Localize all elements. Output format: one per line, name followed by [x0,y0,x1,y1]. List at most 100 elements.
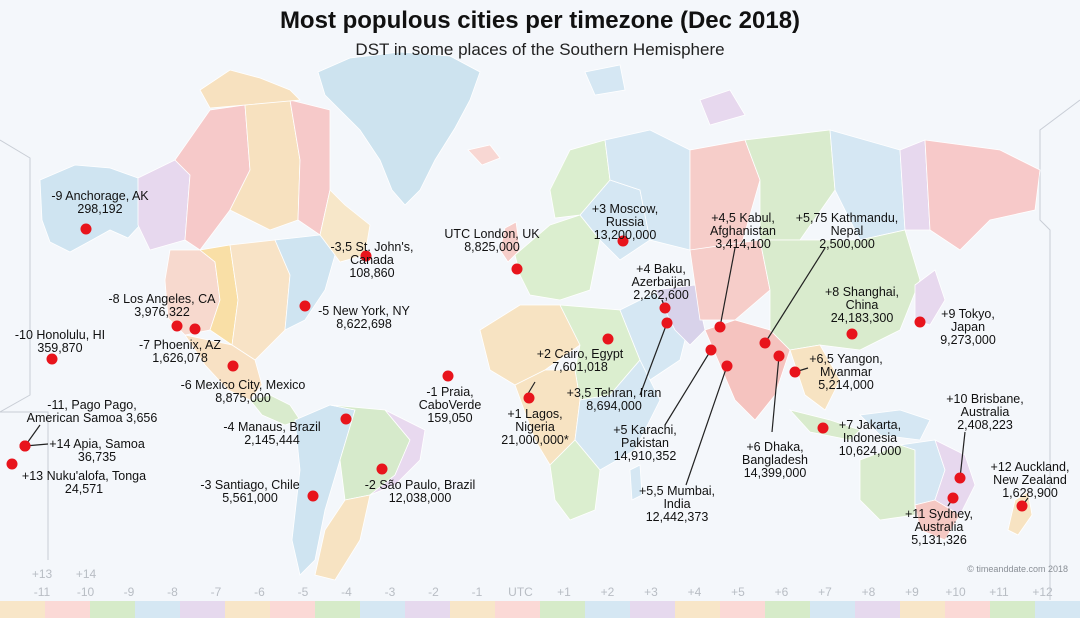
city-marker-manaus[interactable] [340,413,352,425]
city-marker-karachi[interactable] [705,344,717,356]
south-america-east [369,409,426,496]
city-line: China [846,298,879,312]
russia-ural [689,139,761,251]
city-line: 2,408,223 [957,418,1013,432]
china [759,229,921,351]
tz-stripe [360,601,406,618]
city-marker-nukualofa[interactable] [6,458,18,470]
city-line: American Samoa 3,656 [27,411,158,425]
city-name: -3,5 St. John's, [331,240,414,254]
city-marker-brisbane[interactable] [954,472,966,484]
city-marker-new-york[interactable] [299,300,311,312]
south-america-south [314,494,371,581]
city-line: Australia [915,520,964,534]
city-line: 8,825,000 [464,240,520,254]
city-name: +6,5 Yangon, [809,352,883,366]
city-line: 1,628,900 [1002,486,1058,500]
city-line: 36,735 [78,450,116,464]
city-marker-mexico-city[interactable] [227,360,239,372]
city-line: 14,910,352 [614,449,677,463]
city-marker-sydney[interactable] [947,492,959,504]
city-marker-yangon[interactable] [789,366,801,378]
mexico [184,334,263,401]
city-line: 7,601,018 [552,360,608,374]
city-name: -7 Phoenix, AZ [139,338,221,352]
city-line: 108,860 [349,266,394,280]
tz-label-extra: +14 [76,567,97,581]
tz-label: -3 [385,585,396,599]
tz-label: -1 [472,585,483,599]
city-line: 8,622,698 [336,317,392,331]
city-name: -2 São Paulo, Brazil [365,478,475,492]
city-name: +14 Apia, Samoa [49,437,145,451]
tz-label: +10 [945,585,966,599]
city-name: +5 Karachi, [613,423,677,437]
city-marker-phoenix[interactable] [189,323,201,335]
city-label-london: UTC London, UK8,825,000 [444,227,540,254]
city-marker-santiago[interactable] [307,490,319,502]
city-marker-honolulu[interactable] [46,353,58,365]
tz-stripe [90,601,136,618]
city-name: +1 Lagos, [507,407,562,421]
tz-stripe [945,601,991,618]
tz-stripe [315,601,361,618]
city-name: +6 Dhaka, [746,440,803,454]
city-marker-london[interactable] [511,263,523,275]
tz-stripe [45,601,91,618]
city-marker-shanghai[interactable] [846,328,858,340]
iceland [467,144,501,166]
city-marker-los-angeles[interactable] [171,320,183,332]
city-marker-baku[interactable] [659,302,671,314]
city-marker-kabul[interactable] [714,321,726,333]
city-marker-praia[interactable] [442,370,454,382]
city-marker-auckland[interactable] [1016,500,1028,512]
city-marker-dhaka[interactable] [773,350,785,362]
japan [914,269,946,326]
tz-label: -8 [167,585,178,599]
europe-west [514,214,601,301]
city-marker-mumbai[interactable] [721,360,733,372]
tz-stripe [450,601,496,618]
city-marker-cairo[interactable] [602,333,614,345]
tz-stripe [1035,601,1080,618]
city-marker-moscow[interactable] [617,235,629,247]
city-marker-st-johns[interactable] [360,250,372,262]
tz-label: -11 [34,585,51,599]
city-marker-kathmandu[interactable] [759,337,771,349]
map-subtitle: DST in some places of the Southern Hemis… [355,40,724,59]
madagascar [629,464,643,501]
canada-east [319,189,371,263]
city-label-new-york: -5 New York, NY8,622,698 [318,304,410,331]
tz-label: +7 [818,585,832,599]
city-marker-apia[interactable] [19,440,31,452]
tz-label-extra: +13 [32,567,53,581]
city-name: +5,5 Mumbai, [639,484,715,498]
tz-stripe [630,601,676,618]
tz-label: +8 [862,585,876,599]
leader-kathmandu [764,247,826,344]
city-marker-anchorage[interactable] [80,223,92,235]
city-marker-tehran[interactable] [661,317,673,329]
tz-label: +1 [557,585,571,599]
city-name: +3 Moscow, [592,202,658,216]
city-line: 3,414,100 [715,237,771,251]
city-name: -6 Mexico City, Mexico [181,378,306,392]
city-name: UTC London, UK [444,227,540,241]
city-marker-tokyo[interactable] [914,316,926,328]
tz-label: +4 [688,585,702,599]
tz-stripe [225,601,271,618]
tz-label: +2 [601,585,615,599]
city-marker-sao-paulo[interactable] [376,463,388,475]
city-line: Afghanistan [710,224,776,238]
tz-label: -2 [428,585,439,599]
city-name: +9 Tokyo, [941,307,995,321]
city-marker-jakarta[interactable] [817,422,829,434]
city-name: +5,75 Kathmandu, [796,211,899,225]
city-name: -1 Praia, [426,385,473,399]
city-line: 8,694,000 [586,399,642,413]
city-marker-lagos[interactable] [523,392,535,404]
